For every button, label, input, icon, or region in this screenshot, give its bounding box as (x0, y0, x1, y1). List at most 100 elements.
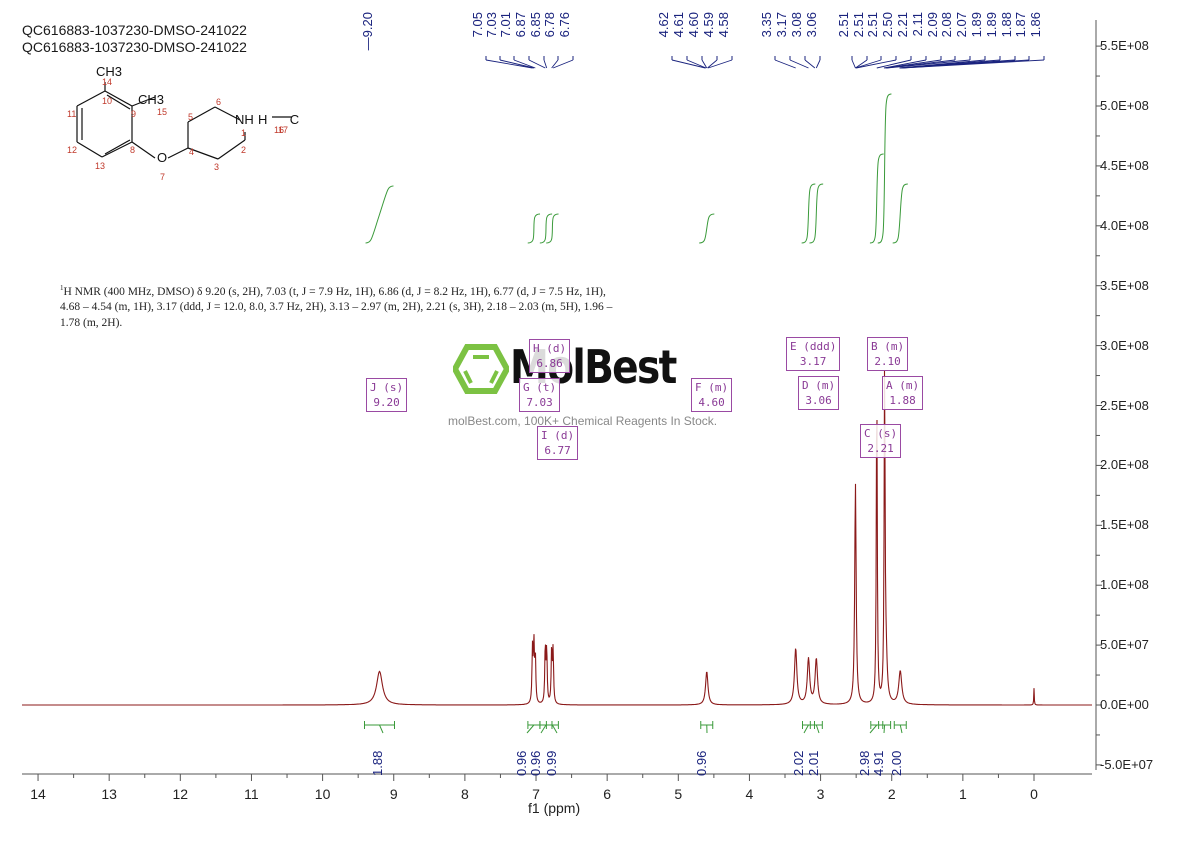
y-tick-label: 2.0E+08 (1100, 457, 1149, 473)
integral-value: 2.01 (806, 750, 821, 776)
h-label: H (258, 112, 267, 127)
multiplet-shift: 2.21 (867, 442, 894, 455)
nh-label: NH (235, 112, 254, 127)
x-tick-label: 7 (532, 786, 540, 802)
atom-number: 13 (95, 161, 105, 171)
peak-label: 4.60 (686, 12, 701, 38)
multiplet-box-d: D (m) 3.06 (798, 376, 840, 410)
peak-label: 3.35 (759, 12, 774, 38)
peak-label: 2.11 (910, 12, 925, 37)
y-tick-label: 3.5E+08 (1100, 277, 1149, 293)
atom-number: 11 (67, 109, 76, 119)
multiplet-box-f: F (m) 4.60 (691, 378, 733, 412)
atom-number: 10 (102, 96, 112, 106)
atom-number: 14 (102, 77, 112, 87)
peak-label-leaders (485, 56, 1045, 69)
spectrum-title-1: QC616883-1037230-DMSO-241022 (22, 22, 247, 38)
multiplet-shift: 2.10 (874, 355, 901, 368)
peak-label: 6.78 (542, 12, 557, 38)
y-tick-label: 1.0E+08 (1100, 577, 1149, 593)
atom-number: 6 (216, 97, 221, 107)
peak-label: 2.09 (925, 12, 940, 38)
multiplet-shift: 3.06 (805, 394, 832, 407)
y-axis-ticks (1096, 45, 1102, 766)
integral-value: 0.96 (514, 750, 529, 776)
peak-label: 2.50 (880, 12, 895, 38)
y-tick-label: 5.0E+08 (1100, 98, 1149, 113)
molecular-structure: CH3 CH3 O NH H Cl 1 2 3 4 5 6 7 8 9 10 1… (67, 64, 300, 180)
integral-bars (364, 721, 907, 734)
x-tick-label: 4 (745, 786, 754, 802)
multiplet-id-type: H (d) (533, 342, 567, 355)
atom-number: 12 (67, 145, 77, 155)
y-tick-label: 2.5E+08 (1100, 397, 1149, 413)
integral-value: 2.02 (791, 750, 806, 776)
multiplet-box-i: I (d) 6.77 (537, 426, 579, 460)
spectrum-trace (22, 370, 1092, 706)
multiplet-id-type: A (m) (886, 379, 920, 392)
integral-value: 0.96 (528, 750, 543, 776)
integral-value: 2.00 (889, 750, 904, 776)
multiplet-shift: 7.03 (526, 396, 553, 409)
multiplet-box-a: A (m) 1.88 (882, 376, 924, 410)
y-tick-label: 0.0E+00 (1100, 697, 1149, 712)
peak-label: 6.87 (513, 12, 528, 38)
multiplet-shift: 6.77 (544, 444, 571, 457)
x-tick-label: 10 (314, 786, 331, 802)
peak-label: —9.20 (360, 12, 375, 51)
integral-value: 1.88 (370, 750, 385, 776)
peak-label: 4.59 (701, 12, 716, 38)
peak-label: 2.21 (895, 12, 910, 38)
peak-label: 2.08 (939, 12, 954, 38)
y-tick-label: 1.5E+08 (1100, 517, 1149, 533)
atom-number: 15 (157, 107, 167, 117)
x-tick-label: 6 (603, 786, 612, 802)
multiplet-shift: 6.86 (536, 357, 563, 370)
peak-label: 2.51 (836, 12, 851, 38)
multiplet-shift: 4.60 (698, 396, 725, 409)
multiplet-id-type: I (d) (541, 429, 575, 442)
peak-label: 6.85 (528, 12, 543, 38)
peak-label: 2.51 (851, 12, 866, 38)
multiplet-box-c: C (s) 2.21 (860, 424, 902, 458)
peak-label: 2.51 (865, 12, 880, 38)
atom-number: 16 (274, 125, 284, 135)
peak-label: 1.86 (1028, 12, 1043, 38)
y-tick-label: 4.5E+08 (1100, 157, 1149, 173)
ch3-top-label: CH3 (96, 64, 122, 79)
peak-label: 3.08 (789, 12, 804, 38)
peak-label: 4.62 (656, 12, 671, 38)
integral-value: 4.91 (871, 750, 886, 776)
molbest-logo-icon (453, 344, 509, 394)
x-tick-label: 0 (1030, 786, 1038, 802)
nmr-description-text: H NMR (400 MHz, DMSO) δ 9.20 (s, 2H), 7.… (60, 285, 613, 329)
atom-number: 8 (130, 145, 135, 155)
spectrum-title-2: QC616883-1037230-DMSO-241022 (22, 39, 247, 55)
x-axis-ticks (37, 774, 1035, 781)
x-tick-label: 9 (389, 786, 398, 802)
peak-label: 7.05 (470, 12, 485, 38)
multiplet-id-type: E (ddd) (790, 340, 837, 353)
multiplet-box-h: H (d) 6.86 (529, 339, 571, 373)
atom-number: 17 (278, 125, 288, 135)
integral-value: 0.99 (544, 750, 559, 776)
peak-label: 4.61 (671, 12, 686, 38)
peak-label: 1.88 (999, 12, 1014, 38)
atom-number: 9 (131, 109, 136, 119)
y-tick-label: 5.0E+07 (1100, 637, 1149, 653)
x-tick-label: 2 (887, 786, 896, 802)
multiplet-id-type: G (t) (523, 381, 557, 394)
atom-number: 3 (214, 162, 219, 172)
multiplet-id-type: D (m) (802, 379, 836, 392)
y-tick-label: 5.5E+08 (1100, 38, 1149, 54)
atom-number: 7 (160, 172, 165, 180)
atom-number: 2 (241, 145, 246, 155)
ch3-side-label: CH3 (138, 92, 164, 107)
multiplet-box-j: J (s) 9.20 (366, 378, 408, 412)
y-tick-label: -5.0E+07 (1100, 756, 1154, 772)
x-tick-label: 5 (674, 786, 683, 802)
y-tick-label: 4.0E+08 (1100, 217, 1149, 233)
multiplet-shift: 1.88 (889, 394, 916, 407)
cl-label: Cl (290, 112, 300, 127)
